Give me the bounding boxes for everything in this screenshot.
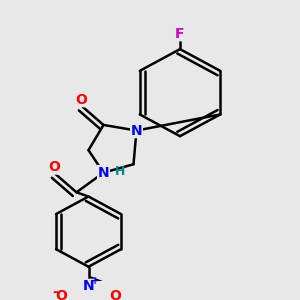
Text: N: N <box>83 279 94 293</box>
Text: O: O <box>48 160 60 174</box>
Text: O: O <box>110 289 122 300</box>
Text: N: N <box>98 166 109 180</box>
Text: O: O <box>56 289 68 300</box>
Text: O: O <box>75 93 87 107</box>
Text: +: + <box>91 276 99 286</box>
Text: N: N <box>131 124 142 138</box>
Text: -: - <box>52 285 59 299</box>
Text: H: H <box>115 165 125 178</box>
Text: F: F <box>175 27 185 41</box>
